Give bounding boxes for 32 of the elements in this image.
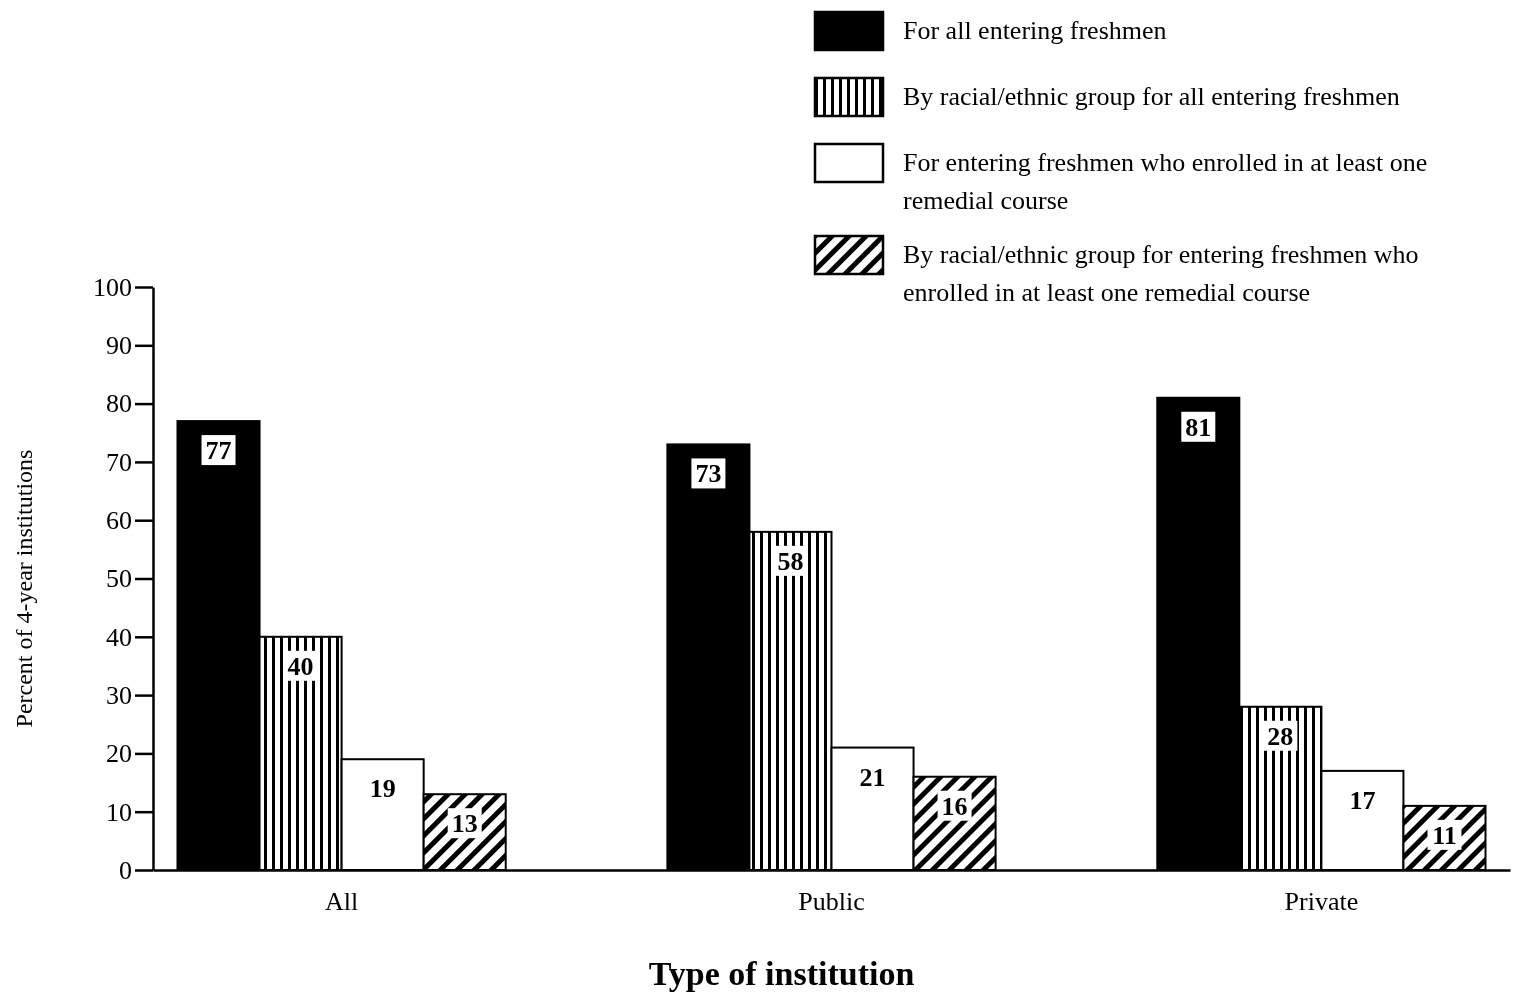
y-tick-label: 80 [106, 389, 132, 419]
data-label: 21 [859, 762, 886, 792]
y-tick-label: 40 [106, 622, 132, 652]
legend-label: For entering freshmen who enrolled in at least one remedial course [903, 148, 1428, 215]
y-tick-label: 10 [106, 797, 132, 827]
y-tick-label: 90 [106, 331, 132, 361]
legend-label: For all entering freshmen [903, 16, 1167, 45]
x-tick-label: Public [798, 887, 865, 917]
data-label: 58 [777, 546, 804, 576]
y-tick-label: 70 [106, 447, 132, 477]
data-label: 19 [369, 774, 396, 804]
y-tick-label: 60 [106, 506, 132, 536]
data-label: 40 [287, 651, 314, 681]
data-label: 28 [1267, 721, 1294, 751]
y-tick-label: 30 [106, 680, 132, 710]
data-label: 81 [1185, 412, 1212, 442]
legend-label: By racial/ethnic group for entering freshmen who enrolled in at least one remedial course [903, 240, 1419, 307]
data-label: 77 [205, 436, 232, 466]
data-label: 11 [1432, 820, 1457, 850]
data-label: 73 [695, 459, 722, 489]
legend-label: By racial/ethnic group for all entering freshmen [903, 82, 1400, 111]
x-tick-label: Private [1284, 887, 1359, 917]
y-tick-label: 0 [119, 855, 132, 885]
y-tick-label: 50 [106, 564, 132, 594]
data-label: 13 [451, 809, 478, 839]
y-axis-title: Percent of 4-year institutions [11, 449, 37, 728]
y-tick-label: 20 [106, 739, 132, 769]
x-tick-label: All [324, 887, 359, 917]
x-axis-title: Type of institution [648, 955, 915, 992]
y-tick-label: 100 [93, 272, 132, 302]
data-label: 16 [941, 791, 968, 821]
data-label: 17 [1349, 785, 1376, 815]
